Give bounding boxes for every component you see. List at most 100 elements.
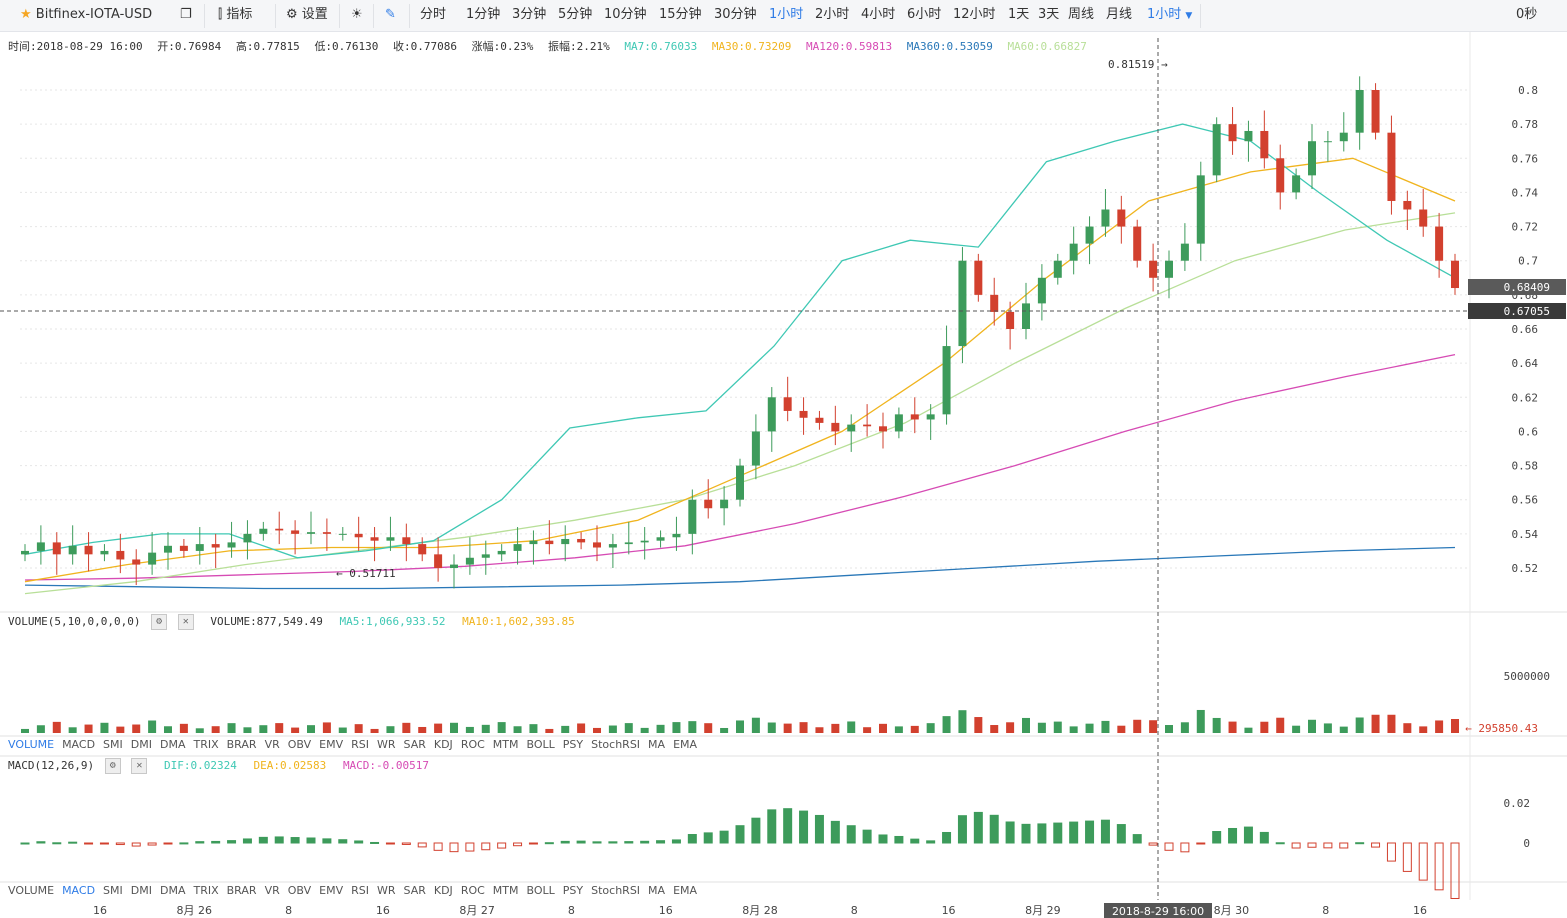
- indicator-tab-emv[interactable]: EMV: [319, 738, 344, 751]
- indicator-tab-macd[interactable]: MACD: [62, 884, 96, 897]
- macd-settings-icon[interactable]: ⚙: [104, 758, 121, 774]
- candle-body: [1069, 243, 1078, 261]
- volume-bar: [164, 726, 172, 733]
- toolbar: ★ Bitfinex-IOTA-USD ❐ ⫿ 指标 ⚙ 设置 ☀ ✎ 分时 1分…: [0, 0, 1567, 32]
- indicator-tab-vr[interactable]: VR: [264, 884, 280, 897]
- volume-ma5: MA5:1,066,933.52: [339, 615, 446, 628]
- interval-8[interactable]: 2小时: [815, 7, 850, 22]
- indicator-tab-roc[interactable]: ROC: [460, 884, 485, 897]
- last-price-box: [1468, 279, 1566, 295]
- interval-12[interactable]: 1天: [1008, 7, 1030, 22]
- indicator-tab-mtm[interactable]: MTM: [492, 738, 519, 751]
- candle-body: [227, 542, 236, 548]
- theme-toggle[interactable]: ☀: [345, 0, 369, 32]
- interval-0[interactable]: 分时: [420, 7, 447, 22]
- volume-bar: [910, 725, 919, 733]
- star-icon[interactable]: ★: [20, 7, 32, 22]
- indicator-tab-macd[interactable]: MACD: [62, 738, 96, 751]
- candle-body: [275, 528, 284, 531]
- volume-bar: [1403, 723, 1412, 733]
- candle-body: [990, 294, 999, 312]
- interval-4[interactable]: 10分钟: [604, 7, 647, 22]
- indicator-tab-volume[interactable]: VOLUME: [8, 884, 55, 897]
- indicator-tab-brar[interactable]: BRAR: [226, 738, 257, 751]
- candle-body: [354, 533, 363, 538]
- indicator-tab-sar[interactable]: SAR: [403, 884, 426, 897]
- interval-7[interactable]: 1小时: [769, 7, 804, 22]
- indicator-tab-emv[interactable]: EMV: [319, 884, 344, 897]
- indicator-tab-rsi[interactable]: RSI: [351, 738, 369, 751]
- symbol-selector[interactable]: ★ Bitfinex-IOTA-USD: [14, 0, 158, 32]
- macd-histogram-bar: [814, 814, 824, 844]
- macd-histogram-bar: [1180, 842, 1190, 853]
- indicator-tab-dmi[interactable]: DMI: [130, 884, 152, 897]
- macd-histogram-bar: [1402, 842, 1412, 872]
- indicator-tab-smi[interactable]: SMI: [103, 738, 123, 751]
- interval-2[interactable]: 3分钟: [512, 7, 547, 22]
- interval-1[interactable]: 1分钟: [466, 7, 501, 22]
- volume-bar: [418, 726, 427, 733]
- indicator-tab-wr[interactable]: WR: [376, 884, 396, 897]
- indicator-button[interactable]: ⫿ 指标: [218, 7, 253, 22]
- volume-bar: [1308, 719, 1316, 733]
- interval-10[interactable]: 6小时: [907, 7, 942, 22]
- indicator-tab-trix[interactable]: TRIX: [193, 738, 219, 751]
- indicator-tab-brar[interactable]: BRAR: [226, 884, 257, 897]
- candle-body: [751, 431, 760, 466]
- candle-body: [1292, 175, 1301, 193]
- indicator-tab-ma[interactable]: MA: [648, 884, 666, 897]
- macd-histogram-bar: [942, 831, 952, 844]
- interval-13[interactable]: 3天: [1038, 7, 1060, 22]
- indicator-tab-roc[interactable]: ROC: [460, 738, 485, 751]
- indicator-tab-sar[interactable]: SAR: [403, 738, 426, 751]
- indicator-tab-smi[interactable]: SMI: [103, 884, 123, 897]
- volume-bar: [704, 723, 713, 733]
- indicator-tab-psy[interactable]: PSY: [562, 738, 584, 751]
- popout-button[interactable]: ❐: [174, 0, 198, 32]
- indicator-tab-dmi[interactable]: DMI: [130, 738, 152, 751]
- indicator-tab-rsi[interactable]: RSI: [351, 884, 369, 897]
- indicator-tab-obv[interactable]: OBV: [287, 884, 312, 897]
- indicator-tab-stochrsi[interactable]: StochRSI: [591, 884, 641, 897]
- indicator-tab-kdj[interactable]: KDJ: [433, 884, 453, 897]
- indicator-tab-volume[interactable]: VOLUME: [8, 738, 55, 751]
- interval-5[interactable]: 15分钟: [659, 7, 702, 22]
- indicator-tab-mtm[interactable]: MTM: [492, 884, 519, 897]
- indicator-tab-stochrsi[interactable]: StochRSI: [591, 738, 641, 751]
- indicator-tab-kdj[interactable]: KDJ: [433, 738, 453, 751]
- interval-11[interactable]: 12小时: [953, 7, 996, 22]
- crosshair-price-box: [1468, 303, 1566, 319]
- macd-histogram-bar: [1339, 842, 1349, 849]
- interval-15[interactable]: 月线: [1106, 7, 1133, 22]
- candle-body: [52, 542, 61, 555]
- macd-close-icon[interactable]: ✕: [131, 758, 148, 774]
- indicator-tab-vr[interactable]: VR: [264, 738, 280, 751]
- volume-settings-icon[interactable]: ⚙: [151, 614, 168, 630]
- interval-3[interactable]: 5分钟: [558, 7, 593, 22]
- indicator-tab-boll[interactable]: BOLL: [526, 884, 555, 897]
- indicator-tab-dma[interactable]: DMA: [159, 884, 186, 897]
- time-tick-label: 8月 27: [459, 904, 495, 917]
- macd-histogram-bar: [338, 839, 348, 844]
- indicator-tab-ema[interactable]: EMA: [673, 738, 698, 751]
- indicator-tab-dma[interactable]: DMA: [159, 738, 186, 751]
- settings-button[interactable]: ⚙ 设置: [286, 7, 328, 22]
- interval-dropdown[interactable]: 1小时 ▼: [1147, 7, 1193, 22]
- indicator-tab-psy[interactable]: PSY: [562, 884, 584, 897]
- indicator-tab-wr[interactable]: WR: [376, 738, 396, 751]
- indicator-tab-trix[interactable]: TRIX: [193, 884, 219, 897]
- indicator-tab-ema[interactable]: EMA: [673, 884, 698, 897]
- interval-9[interactable]: 4小时: [861, 7, 896, 22]
- macd-histogram-bar: [1275, 842, 1285, 845]
- volume-close-icon[interactable]: ✕: [177, 614, 194, 630]
- interval-14[interactable]: 周线: [1068, 7, 1095, 22]
- indicator-tab-obv[interactable]: OBV: [287, 738, 312, 751]
- indicator-tab-ma[interactable]: MA: [648, 738, 666, 751]
- candle-body: [497, 550, 506, 555]
- candle-body: [386, 537, 395, 541]
- macd-histogram-bar: [1323, 842, 1333, 849]
- draw-tool-button[interactable]: ✎: [379, 0, 402, 32]
- interval-6[interactable]: 30分钟: [714, 7, 757, 22]
- indicator-tab-boll[interactable]: BOLL: [526, 738, 555, 751]
